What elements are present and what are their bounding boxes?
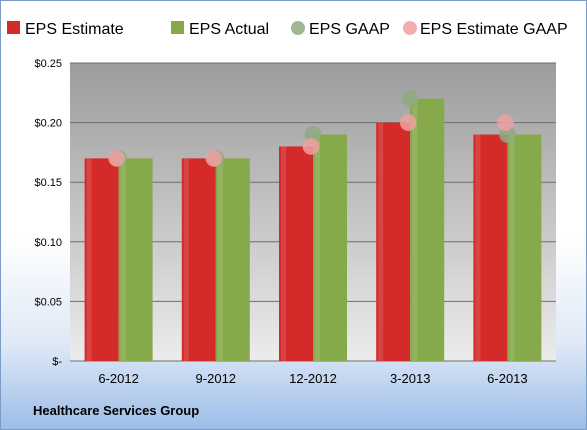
bar-highlight [281, 146, 286, 361]
x-tick-label: 6-2012 [98, 371, 138, 386]
bar-eps-estimate [473, 134, 508, 361]
x-tick-label: 12-2012 [289, 371, 337, 386]
legend: EPS Estimate EPS Actual EPS GAAP EPS Estima… [7, 21, 568, 38]
company-name: Healthcare Services Group [33, 403, 200, 418]
y-tick-label: $0.20 [34, 118, 62, 130]
bar-eps-estimate [279, 146, 313, 361]
bar-eps-estimate [376, 122, 411, 361]
bar-highlight [217, 158, 223, 361]
marker-eps-estimate-gaap [399, 114, 417, 132]
markers [108, 90, 516, 167]
marker-eps-estimate-gaap [496, 114, 514, 132]
x-tick-label: 9-2012 [196, 371, 236, 386]
y-tick-label: $- [52, 356, 62, 368]
y-tick-label: $0.15 [34, 177, 62, 189]
legend-label: EPS Estimate [25, 21, 124, 38]
bar-highlight [378, 122, 384, 361]
y-tick-label: $0.25 [34, 58, 62, 70]
bar-eps-estimate [84, 158, 119, 361]
legend-label: EPS Estimate GAAP [420, 21, 568, 38]
x-tick-label: 6-2013 [487, 371, 527, 386]
marker-eps-estimate-gaap [302, 137, 320, 155]
bar-highlight [120, 158, 126, 361]
bar-eps-actual [507, 134, 542, 361]
y-tick-label: $0.05 [34, 296, 62, 308]
marker-eps-estimate-gaap [205, 149, 223, 167]
bar-highlight [475, 134, 481, 361]
legend-marker [291, 21, 305, 35]
bar-highlight [412, 98, 418, 361]
bar-eps-estimate [181, 158, 216, 361]
legend-marker [403, 21, 417, 35]
bars [84, 98, 542, 361]
y-axis: $- $0.05 $0.10 $0.15 $0.20 $0.25 [34, 58, 62, 368]
marker-eps-estimate-gaap [108, 149, 126, 167]
bar-highlight [509, 134, 515, 361]
y-tick-label: $0.10 [34, 237, 62, 249]
bar-highlight [183, 158, 189, 361]
marker-eps-gaap [401, 90, 419, 108]
legend-swatch [171, 21, 184, 34]
legend-label: EPS Actual [189, 21, 269, 38]
x-tick-label: 3-2013 [390, 371, 430, 386]
legend-swatch [7, 21, 20, 34]
legend-label: EPS GAAP [309, 21, 390, 38]
bar-eps-actual [215, 158, 250, 361]
bar-eps-actual [410, 98, 445, 361]
bar-highlight [86, 158, 92, 361]
x-axis: 6-2012 9-2012 12-2012 3-2013 6-2013 [98, 371, 527, 386]
bar-eps-actual [313, 134, 347, 361]
bar-eps-actual [118, 158, 153, 361]
bar-highlight [315, 134, 320, 361]
